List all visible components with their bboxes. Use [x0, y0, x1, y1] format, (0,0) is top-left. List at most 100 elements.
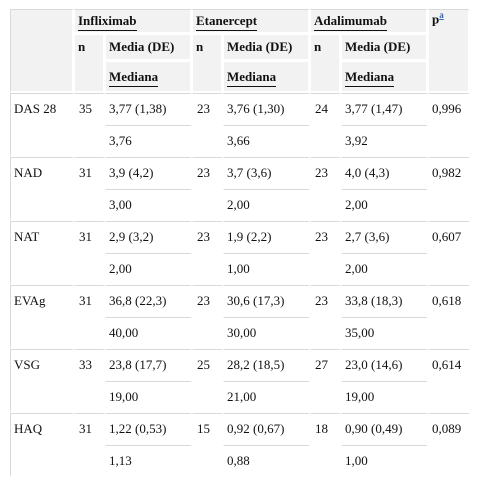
n-value-infliximab: 35 [74, 93, 105, 157]
p-value: 0,089 [428, 413, 470, 477]
mean-header-etanercept: Media (DE) [223, 34, 310, 61]
n-label: n [196, 39, 204, 54]
table-body: Infliximab Etanercept Adalimumab pa n Me… [10, 9, 470, 477]
results-table: Infliximab Etanercept Adalimumab pa n Me… [10, 9, 470, 477]
median-value-infliximab: 2,00 [105, 253, 192, 285]
p-value-header: pa [428, 9, 470, 93]
table-row-median: 19,00 21,00 19,00 [10, 381, 470, 413]
mean-value-etanercept: 1,9 (2,2) [223, 221, 310, 253]
median-value-infliximab: 19,00 [105, 381, 192, 413]
p-value: 0,607 [428, 221, 470, 285]
p-footnote-link[interactable]: a [439, 10, 444, 20]
mean-label: Media (DE) [345, 39, 411, 54]
n-value-etanercept: 25 [192, 349, 223, 413]
n-value-etanercept: 23 [192, 285, 223, 349]
median-value-infliximab: 3,76 [105, 125, 192, 157]
header-corner-cell [10, 9, 74, 93]
mean-value-adalimumab: 33,8 (18,3) [341, 285, 428, 317]
table-row-median: 40,00 30,00 35,00 [10, 317, 470, 349]
median-value-adalimumab: 1,00 [341, 445, 428, 477]
median-value-etanercept: 2,00 [223, 189, 310, 221]
mean-header-adalimumab: Media (DE) [341, 34, 428, 61]
header-row-median: Mediana Mediana Mediana [10, 61, 470, 93]
row-label: DAS 28 [10, 93, 74, 157]
median-value-etanercept: 0,88 [223, 445, 310, 477]
median-value-adalimumab: 3,92 [341, 125, 428, 157]
median-value-etanercept: 1,00 [223, 253, 310, 285]
n-value-adalimumab: 23 [310, 157, 341, 221]
p-value: 0,618 [428, 285, 470, 349]
mean-value-etanercept: 3,7 (3,6) [223, 157, 310, 189]
row-label: NAT [10, 221, 74, 285]
n-value-infliximab: 31 [74, 157, 105, 221]
group-header-adalimumab: Adalimumab [310, 9, 428, 34]
n-value-adalimumab: 27 [310, 349, 341, 413]
p-value: 0,982 [428, 157, 470, 221]
n-value-etanercept: 23 [192, 93, 223, 157]
n-value-adalimumab: 24 [310, 93, 341, 157]
mean-value-infliximab: 1,22 (0,53) [105, 413, 192, 445]
mean-value-etanercept: 28,2 (18,5) [223, 349, 310, 381]
row-label: HAQ [10, 413, 74, 477]
median-value-adalimumab: 19,00 [341, 381, 428, 413]
n-value-infliximab: 31 [74, 285, 105, 349]
p-label: p [432, 11, 440, 27]
group-header-etanercept: Etanercept [192, 9, 310, 34]
n-value-infliximab: 31 [74, 413, 105, 477]
n-value-etanercept: 23 [192, 221, 223, 285]
n-value-infliximab: 31 [74, 221, 105, 285]
mean-value-etanercept: 30,6 (17,3) [223, 285, 310, 317]
n-header-adalimumab: n [310, 34, 341, 93]
median-value-infliximab: 1,13 [105, 445, 192, 477]
mean-value-etanercept: 3,76 (1,30) [223, 93, 310, 125]
median-value-etanercept: 21,00 [223, 381, 310, 413]
median-value-etanercept: 30,00 [223, 317, 310, 349]
mean-value-adalimumab: 3,77 (1,47) [341, 93, 428, 125]
n-value-etanercept: 23 [192, 157, 223, 221]
mean-value-adalimumab: 2,7 (3,6) [341, 221, 428, 253]
mean-header-infliximab: Media (DE) [105, 34, 192, 61]
group-label-infliximab: Infliximab [78, 13, 137, 31]
table-row: DAS 28 35 3,77 (1,38) 23 3,76 (1,30) 24 3,77 (… [10, 93, 470, 157]
table-row: EVAg 31 36,8 (22,3) 23 30,6 (17,3) 23 33,8 (18… [10, 285, 470, 349]
median-value-infliximab: 40,00 [105, 317, 192, 349]
mean-label: Media (DE) [227, 39, 293, 54]
mean-value-adalimumab: 4,0 (4,3) [341, 157, 428, 189]
row-label: NAD [10, 157, 74, 221]
median-label: Mediana [345, 68, 395, 87]
mean-value-infliximab: 36,8 (22,3) [105, 285, 192, 317]
table-row-median: 2,00 1,00 2,00 [10, 253, 470, 285]
median-value-adalimumab: 2,00 [341, 189, 428, 221]
median-value-adalimumab: 2,00 [341, 253, 428, 285]
n-header-etanercept: n [192, 34, 223, 93]
n-value-adalimumab: 23 [310, 221, 341, 285]
mean-label: Media (DE) [109, 39, 175, 54]
mean-value-infliximab: 23,8 (17,7) [105, 349, 192, 381]
row-label: EVAg [10, 285, 74, 349]
n-value-adalimumab: 23 [310, 285, 341, 349]
p-value: 0,996 [428, 93, 470, 157]
mean-value-infliximab: 2,9 (3,2) [105, 221, 192, 253]
n-header-infliximab: n [74, 34, 105, 93]
median-header-infliximab: Mediana [105, 61, 192, 93]
table-row: HAQ 31 1,22 (0,53) 15 0,92 (0,67) 18 0,90 (0,4… [10, 413, 470, 477]
table-row: NAT 31 2,9 (3,2) 23 1,9 (2,2) 23 2,7 (3,6) 0,60… [10, 221, 470, 285]
median-header-etanercept: Mediana [223, 61, 310, 93]
n-value-infliximab: 33 [74, 349, 105, 413]
group-label-adalimumab: Adalimumab [314, 13, 387, 31]
median-value-adalimumab: 35,00 [341, 317, 428, 349]
table-row-median: 3,00 2,00 2,00 [10, 189, 470, 221]
table-row: VSG 33 23,8 (17,7) 25 28,2 (18,5) 27 23,0 (14,… [10, 349, 470, 413]
group-label-etanercept: Etanercept [196, 13, 258, 31]
row-label: VSG [10, 349, 74, 413]
p-value: 0,614 [428, 349, 470, 413]
median-header-adalimumab: Mediana [341, 61, 428, 93]
header-row-groups: Infliximab Etanercept Adalimumab pa [10, 9, 470, 93]
median-value-infliximab: 3,00 [105, 189, 192, 221]
n-value-adalimumab: 18 [310, 413, 341, 477]
mean-value-infliximab: 3,9 (4,2) [105, 157, 192, 189]
n-value-etanercept: 15 [192, 413, 223, 477]
table-row: NAD 31 3,9 (4,2) 23 3,7 (3,6) 23 4,0 (4,3) 0,98… [10, 157, 470, 221]
n-label: n [314, 39, 322, 54]
median-label: Mediana [109, 68, 159, 87]
